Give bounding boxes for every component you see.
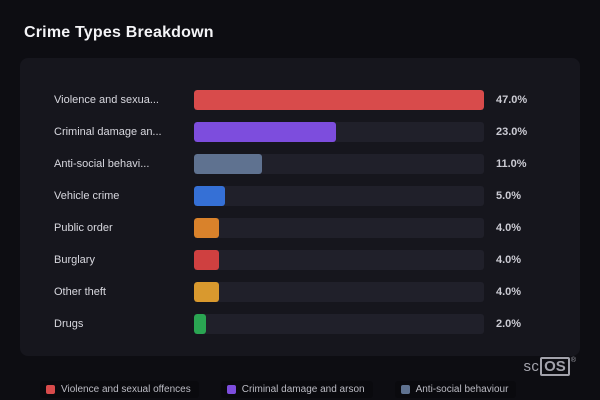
- bar-category-label: Vehicle crime: [54, 190, 120, 202]
- bar-value-label: 23.0%: [496, 126, 528, 138]
- bar-row: Anti-social behavi... 11.0%: [54, 154, 542, 174]
- bar-track: [194, 186, 484, 206]
- legend: Violence and sexual offences Criminal dam…: [0, 378, 600, 400]
- bar-row: Violence and sexua... 47.0%: [54, 90, 542, 110]
- bar-value-label: 47.0%: [496, 94, 528, 106]
- bar-category-label: Public order: [54, 222, 113, 234]
- bar-track: [194, 122, 484, 142]
- legend-label: Criminal damage and arson: [241, 383, 365, 395]
- brand-prefix: sc: [523, 358, 540, 375]
- bar-category-label: Anti-social behavi...: [54, 158, 150, 170]
- bar-track: [194, 90, 484, 110]
- bar-row: Public order 4.0%: [54, 218, 542, 238]
- bar-row: Burglary 4.0%: [54, 250, 542, 270]
- legend-label: Anti-social behaviour: [415, 383, 509, 395]
- bar-category-label: Other theft: [54, 286, 106, 298]
- page-title: Crime Types Breakdown: [24, 24, 214, 41]
- bar-fill[interactable]: [194, 186, 225, 206]
- bar-fill[interactable]: [194, 122, 336, 142]
- legend-item[interactable]: Anti-social behaviour: [394, 380, 517, 398]
- bar-category-label: Burglary: [54, 254, 95, 266]
- bar-category-label: Criminal damage an...: [54, 126, 162, 138]
- chart-card: Violence and sexua... 47.0% Criminal damag…: [20, 58, 580, 356]
- bar-row: Vehicle crime 5.0%: [54, 186, 542, 206]
- bar-track: [194, 250, 484, 270]
- registered-mark-icon: ®: [570, 357, 576, 364]
- bar-fill[interactable]: [194, 250, 219, 270]
- legend-swatch-icon: [46, 384, 55, 394]
- legend-item[interactable]: Violence and sexual offences: [40, 380, 199, 398]
- brand-box: OS: [540, 357, 570, 376]
- bar-category-label: Drugs: [54, 318, 84, 330]
- bar-value-label: 11.0%: [496, 158, 527, 170]
- bar-fill[interactable]: [194, 90, 484, 110]
- bar-fill[interactable]: [194, 218, 219, 238]
- bar-track: [194, 314, 484, 334]
- bar-fill[interactable]: [194, 282, 219, 302]
- legend-item[interactable]: Criminal damage and arson: [220, 380, 373, 398]
- bar-row: Other theft 4.0%: [54, 282, 542, 302]
- bar-track: [194, 218, 484, 238]
- bar-value-label: 2.0%: [496, 318, 522, 330]
- bar-value-label: 4.0%: [496, 254, 522, 266]
- bar-value-label: 4.0%: [496, 286, 522, 298]
- bar-category-label: Violence and sexua...: [54, 94, 159, 106]
- bar-row: Drugs 2.0%: [54, 314, 542, 334]
- bar-track: [194, 154, 484, 174]
- legend-label: Violence and sexual offences: [61, 383, 191, 395]
- bar-rows: Violence and sexua... 47.0% Criminal damag…: [54, 90, 542, 334]
- brand-logo: sc OS ®: [524, 357, 576, 376]
- bar-fill[interactable]: [194, 154, 262, 174]
- legend-swatch-icon: [400, 384, 410, 394]
- bar-fill[interactable]: [194, 314, 207, 334]
- legend-swatch-icon: [226, 384, 236, 394]
- bar-track: [194, 282, 484, 302]
- bar-row: Criminal damage an... 23.0%: [54, 122, 542, 142]
- bar-value-label: 4.0%: [496, 222, 522, 234]
- bar-value-label: 5.0%: [496, 190, 522, 202]
